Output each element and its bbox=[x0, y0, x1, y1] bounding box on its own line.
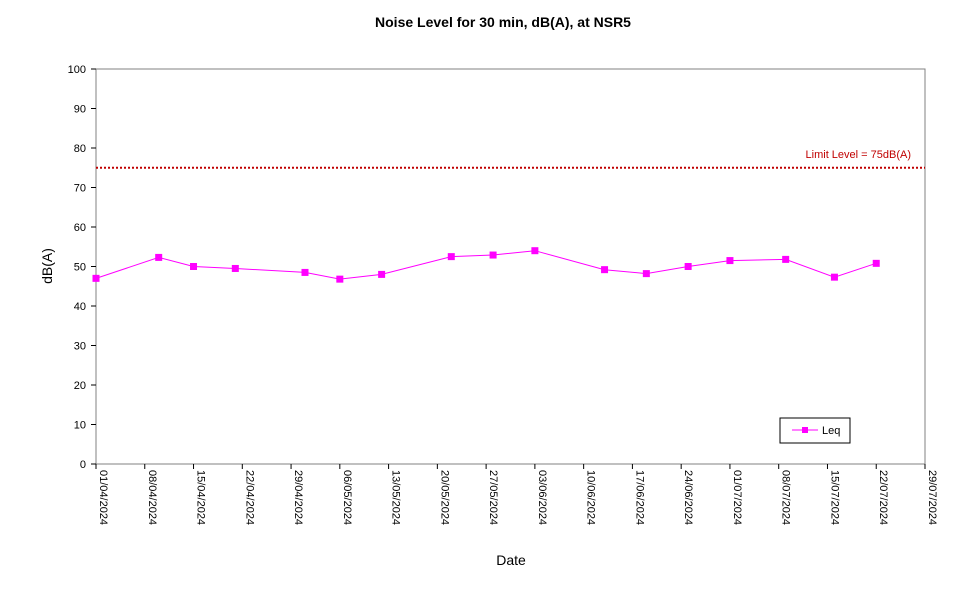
chart-title: Noise Level for 30 min, dB(A), at NSR5 bbox=[375, 14, 631, 30]
x-axis-label: Date bbox=[496, 552, 526, 568]
data-point bbox=[92, 274, 100, 282]
x-tick-label: 29/04/2024 bbox=[292, 470, 304, 525]
y-tick-label: 20 bbox=[74, 380, 86, 392]
data-point bbox=[489, 251, 497, 259]
y-tick-label: 100 bbox=[68, 64, 86, 76]
data-point bbox=[684, 263, 692, 270]
x-tick-label: 15/04/2024 bbox=[195, 470, 207, 525]
data-point bbox=[531, 247, 539, 255]
x-tick-label: 24/06/2024 bbox=[682, 470, 694, 525]
legend-marker-icon bbox=[802, 427, 808, 433]
y-tick-label: 50 bbox=[74, 262, 86, 274]
data-point bbox=[726, 257, 734, 265]
y-tick-label: 10 bbox=[74, 420, 86, 432]
x-tick-label: 01/04/2024 bbox=[97, 470, 109, 525]
x-tick-label: 15/07/2024 bbox=[828, 470, 840, 525]
x-tick-label: 08/07/2024 bbox=[780, 470, 792, 525]
data-point bbox=[378, 270, 386, 278]
y-tick-label: 30 bbox=[74, 341, 86, 353]
x-tick-label: 27/05/2024 bbox=[487, 470, 499, 525]
data-point bbox=[447, 253, 455, 261]
x-tick-label: 17/06/2024 bbox=[633, 470, 645, 525]
data-point bbox=[830, 273, 838, 281]
limit-label: Limit Level = 75dB(A) bbox=[806, 149, 911, 161]
data-point bbox=[601, 266, 609, 274]
x-tick-label: 22/07/2024 bbox=[877, 470, 889, 525]
data-point bbox=[336, 275, 344, 283]
x-tick-label: 13/05/2024 bbox=[390, 470, 402, 525]
x-tick-label: 29/07/2024 bbox=[926, 470, 938, 525]
x-tick-label: 01/07/2024 bbox=[731, 470, 743, 525]
x-tick-label: 20/05/2024 bbox=[438, 470, 450, 525]
x-tick-label: 10/06/2024 bbox=[585, 470, 597, 525]
legend-label: Leq bbox=[822, 425, 840, 437]
x-tick-label: 22/04/2024 bbox=[243, 470, 255, 525]
y-tick-label: 90 bbox=[74, 104, 86, 116]
data-point bbox=[301, 268, 309, 276]
legend: Leq bbox=[779, 417, 851, 444]
y-tick-label: 60 bbox=[74, 222, 86, 234]
y-tick-label: 80 bbox=[74, 143, 86, 155]
data-point bbox=[782, 255, 790, 263]
data-point bbox=[642, 270, 650, 278]
y-tick-label: 70 bbox=[74, 183, 86, 195]
data-point bbox=[190, 263, 198, 270]
plot-area bbox=[95, 68, 926, 465]
data-point bbox=[155, 253, 163, 261]
series-layer bbox=[92, 247, 880, 283]
x-tick-label: 03/06/2024 bbox=[536, 470, 548, 525]
x-tick-label: 06/05/2024 bbox=[341, 470, 353, 525]
data-point bbox=[872, 259, 880, 267]
data-point bbox=[231, 264, 239, 272]
y-axis: 0 10 20 30 40 50 60 70 80 90 100 bbox=[68, 64, 96, 471]
y-axis-label: dB(A) bbox=[39, 248, 55, 284]
y-tick-label: 40 bbox=[74, 301, 86, 313]
y-tick-label: 0 bbox=[80, 459, 86, 471]
x-axis: 01/04/2024 08/04/2024 15/04/2024 22/04/2024… bbox=[95, 464, 938, 525]
x-tick-label: 08/04/2024 bbox=[146, 470, 158, 525]
